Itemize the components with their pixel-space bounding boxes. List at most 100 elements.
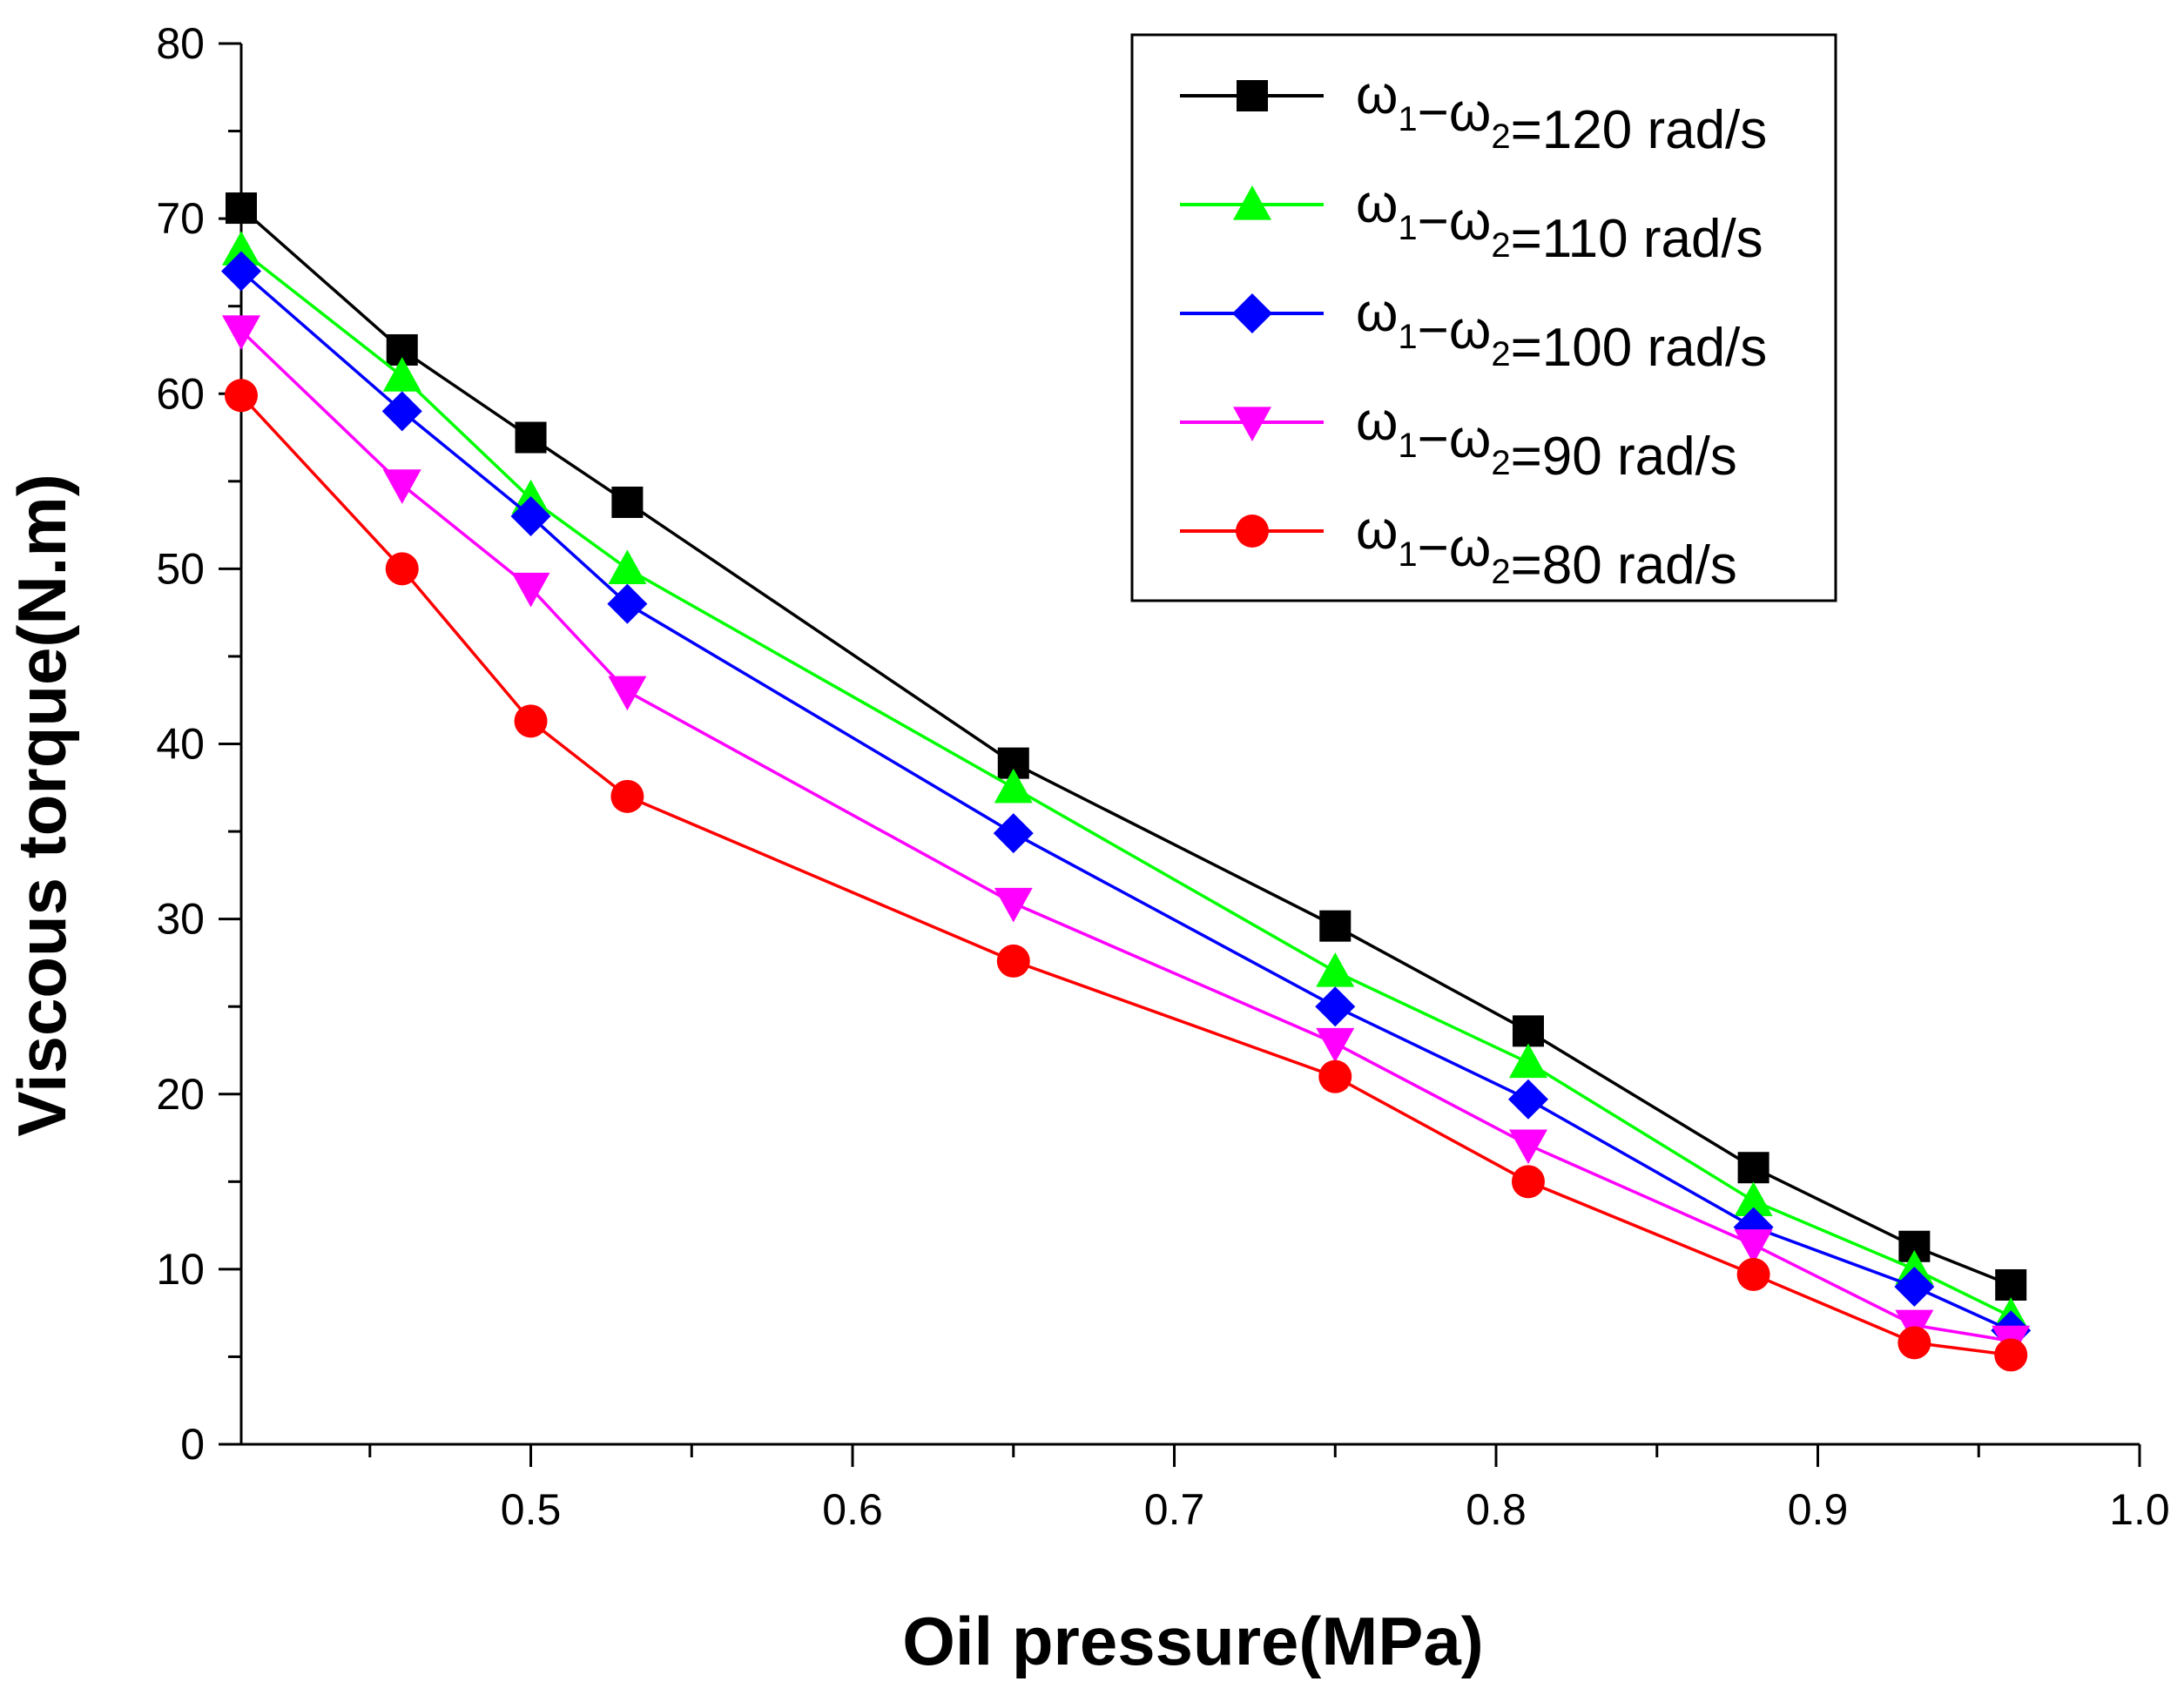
legend-text-part: ω bbox=[1449, 83, 1491, 143]
x-axis-title: Oil pressure(MPa) bbox=[902, 1603, 1484, 1679]
legend-text-part: − bbox=[1418, 83, 1449, 143]
data-point-80 bbox=[385, 552, 419, 586]
legend-text-part: ω bbox=[1449, 300, 1491, 360]
legend-subscript: 2 bbox=[1491, 335, 1510, 373]
series-110 bbox=[222, 231, 2031, 1332]
data-point-120 bbox=[1995, 1268, 2027, 1301]
y-tick-label: 80 bbox=[156, 19, 205, 68]
data-point-100 bbox=[510, 496, 551, 537]
legend-text-part: ω bbox=[1356, 174, 1398, 234]
data-point-80 bbox=[610, 779, 644, 813]
legend-subscript: 1 bbox=[1398, 427, 1417, 465]
data-point-80 bbox=[514, 704, 548, 738]
data-point-110 bbox=[994, 768, 1033, 804]
x-tick-label: 0.7 bbox=[1144, 1485, 1205, 1534]
data-point-90 bbox=[511, 572, 550, 608]
series-90 bbox=[222, 315, 2031, 1361]
data-point-90 bbox=[1734, 1229, 1773, 1264]
data-point-80 bbox=[1318, 1059, 1352, 1093]
data-point-120 bbox=[1512, 1015, 1544, 1047]
legend-subscript: 2 bbox=[1491, 444, 1510, 482]
data-point-110 bbox=[1734, 1181, 1773, 1217]
data-point-110 bbox=[222, 231, 260, 266]
data-point-80 bbox=[1994, 1338, 2028, 1372]
x-tick-label: 0.5 bbox=[501, 1485, 562, 1534]
legend-text-part: =90 rad/s bbox=[1511, 427, 1737, 487]
legend-text-part: ω bbox=[1356, 392, 1398, 452]
axes: 0.5 0.6 0.7 0.8 0.9 1.0 0 10 20 30 40 50 60 70 80 bbox=[156, 19, 2169, 1534]
data-point-100 bbox=[1315, 986, 1356, 1027]
data-point-80 bbox=[996, 944, 1030, 978]
plot-series bbox=[221, 192, 2032, 1372]
legend: ω1−ω2=120 rad/sω1−ω2=110 rad/sω1−ω2=100 … bbox=[1130, 33, 1837, 602]
data-point-100 bbox=[381, 391, 422, 432]
legend-item-110: ω1−ω2=110 rad/s bbox=[1180, 174, 1763, 269]
legend-subscript: 2 bbox=[1491, 226, 1510, 265]
legend-label: ω1−ω2=110 rad/s bbox=[1356, 174, 1763, 269]
data-point-80 bbox=[1898, 1326, 1931, 1360]
data-point-120 bbox=[515, 421, 547, 454]
legend-text-part: ω bbox=[1449, 409, 1491, 469]
legend-label: ω1−ω2=100 rad/s bbox=[1356, 283, 1767, 378]
series-line-120 bbox=[239, 206, 2012, 1287]
data-point-110 bbox=[382, 357, 421, 392]
legend-item-90: ω1−ω2=90 rad/s bbox=[1180, 392, 1737, 487]
data-point-110 bbox=[1508, 1043, 1547, 1079]
data-point-100 bbox=[607, 583, 648, 624]
legend-text-part: ω bbox=[1356, 501, 1398, 561]
data-point-100 bbox=[993, 813, 1034, 854]
legend-item-80: ω1−ω2=80 rad/s bbox=[1180, 501, 1737, 595]
legend-subscript: 1 bbox=[1398, 318, 1417, 356]
legend-text-part: ω bbox=[1356, 283, 1398, 343]
legend-text-part: =120 rad/s bbox=[1511, 100, 1768, 160]
data-point-90 bbox=[382, 469, 421, 504]
data-point-120 bbox=[1737, 1152, 1769, 1184]
data-point-90 bbox=[1316, 1027, 1355, 1063]
y-tick-label: 70 bbox=[156, 194, 205, 243]
legend-subscript: 2 bbox=[1491, 553, 1510, 591]
data-point-90 bbox=[608, 676, 647, 711]
data-point-90 bbox=[994, 887, 1033, 923]
y-tick-label: 20 bbox=[156, 1070, 205, 1119]
data-point-100 bbox=[1507, 1079, 1548, 1120]
y-tick-label: 0 bbox=[180, 1420, 205, 1469]
y-tick-label: 50 bbox=[156, 544, 205, 593]
y-tick-label: 40 bbox=[156, 720, 205, 769]
legend-subscript: 2 bbox=[1491, 118, 1510, 156]
data-point-100 bbox=[221, 251, 261, 292]
data-point-80 bbox=[1736, 1257, 1770, 1291]
series-120 bbox=[226, 192, 2027, 1301]
y-tick-label: 60 bbox=[156, 369, 205, 418]
data-point-120 bbox=[226, 192, 257, 225]
legend-text-part: ω bbox=[1449, 192, 1491, 252]
series-80 bbox=[225, 379, 2028, 1372]
data-point-120 bbox=[611, 486, 644, 518]
series-line-100 bbox=[239, 270, 2012, 1332]
series-line-80 bbox=[239, 394, 2012, 1357]
legend-marker bbox=[1233, 185, 1271, 220]
data-point-90 bbox=[1508, 1129, 1547, 1165]
x-tick-label: 1.0 bbox=[2109, 1485, 2170, 1534]
y-tick-label: 10 bbox=[156, 1245, 205, 1294]
data-point-90 bbox=[222, 315, 260, 350]
y-tick-label: 30 bbox=[156, 895, 205, 944]
series-line-110 bbox=[239, 248, 2012, 1318]
legend-subscript: 1 bbox=[1398, 209, 1417, 247]
legend-text-part: − bbox=[1418, 518, 1449, 578]
series-100 bbox=[221, 251, 2032, 1351]
legend-text-part: =110 rad/s bbox=[1511, 209, 1763, 269]
data-point-110 bbox=[1316, 952, 1355, 987]
data-point-110 bbox=[608, 549, 647, 584]
legend-item-100: ω1−ω2=100 rad/s bbox=[1180, 283, 1767, 378]
data-point-80 bbox=[225, 379, 258, 413]
legend-marker bbox=[1237, 80, 1268, 111]
x-tick-label: 0.8 bbox=[1466, 1485, 1527, 1534]
legend-subscript: 1 bbox=[1398, 100, 1417, 138]
data-point-100 bbox=[1894, 1266, 1935, 1307]
legend-label: ω1−ω2=80 rad/s bbox=[1356, 501, 1737, 595]
legend-text-part: ω bbox=[1449, 518, 1491, 578]
legend-text-part: =100 rad/s bbox=[1511, 318, 1768, 378]
legend-text-part: =80 rad/s bbox=[1511, 535, 1737, 595]
x-tick-label: 0.6 bbox=[822, 1485, 883, 1534]
